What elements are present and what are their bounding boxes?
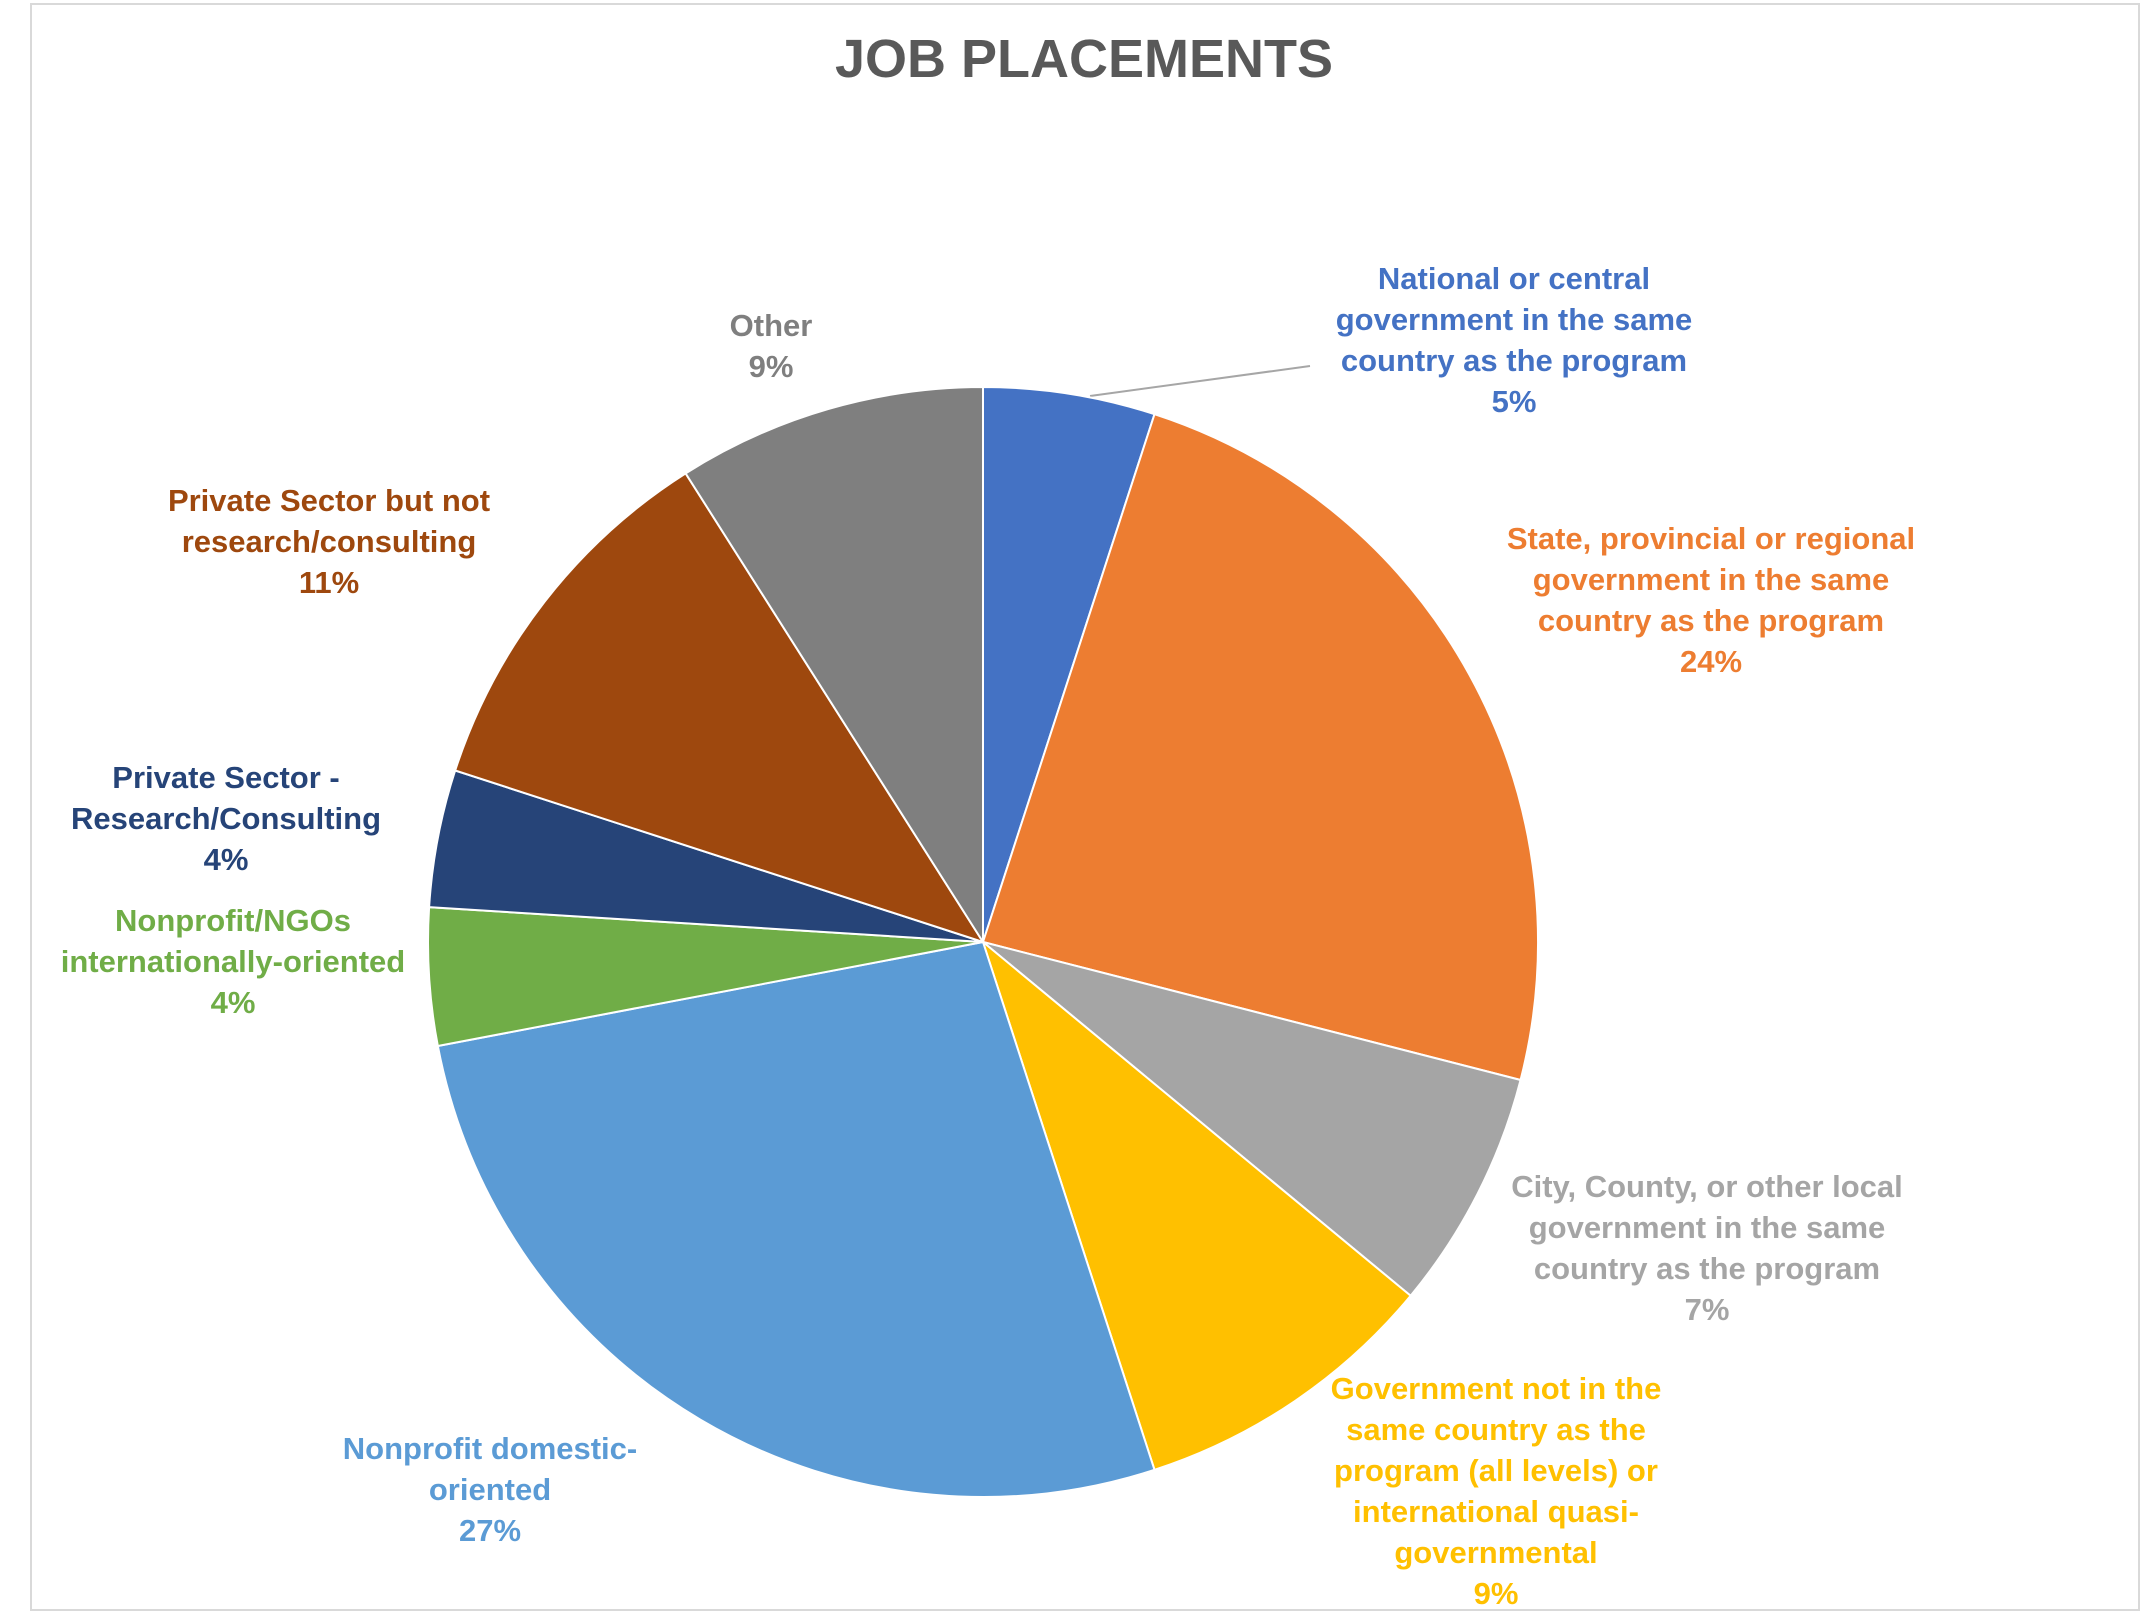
category-label: National or central government in the sa…	[1335, 261, 1693, 378]
value-label: 9%	[1473, 1576, 1519, 1611]
chart-title: JOB PLACEMENTS	[834, 29, 1334, 89]
value-label: 9%	[748, 349, 794, 384]
pie-slice	[684, 385, 984, 946]
leader-line	[1089, 365, 1311, 397]
category-label: State, provincial or regional government…	[1506, 521, 1916, 638]
category-label: Private Sector but not research/consulti…	[167, 483, 491, 559]
chart-border	[30, 3, 2140, 1611]
value-label: 5%	[1491, 384, 1537, 419]
pie-slice	[436, 940, 1156, 1498]
category-label: Nonprofit/NGOs internationally-oriented	[60, 903, 406, 979]
data-label: National or central government in the sa…	[1304, 258, 1724, 422]
value-label: 4%	[203, 842, 249, 877]
data-label: Government not in the same country as th…	[1296, 1368, 1696, 1614]
category-label: Nonprofit domestic-oriented	[342, 1431, 638, 1507]
pie-slice	[982, 941, 1522, 1298]
data-label: State, provincial or regional government…	[1496, 518, 1926, 682]
data-label: Other 9%	[671, 305, 871, 387]
value-label: 11%	[298, 565, 360, 600]
category-label: Other	[729, 308, 813, 343]
pie-slice	[453, 472, 986, 944]
value-label: 24%	[1679, 644, 1743, 679]
pie-slice	[982, 385, 1156, 943]
data-label: Private Sector but not research/consulti…	[129, 480, 529, 603]
data-label: Private Sector - Research/Consulting 4%	[36, 757, 416, 880]
value-label: 7%	[1684, 1292, 1730, 1327]
pie-slice	[981, 412, 1539, 1082]
data-label: Nonprofit domestic-oriented 27%	[310, 1428, 670, 1551]
value-label: 4%	[210, 985, 256, 1020]
data-label: City, County, or other local government …	[1497, 1166, 1917, 1330]
pie-slice	[980, 939, 1413, 1472]
category-label: Private Sector - Research/Consulting	[70, 760, 382, 836]
category-label: Government not in the same country as th…	[1330, 1371, 1662, 1570]
category-label: City, County, or other local government …	[1511, 1169, 1903, 1286]
value-label: 27%	[458, 1513, 522, 1548]
data-label: Nonprofit/NGOs internationally-oriented 4…	[23, 900, 443, 1023]
